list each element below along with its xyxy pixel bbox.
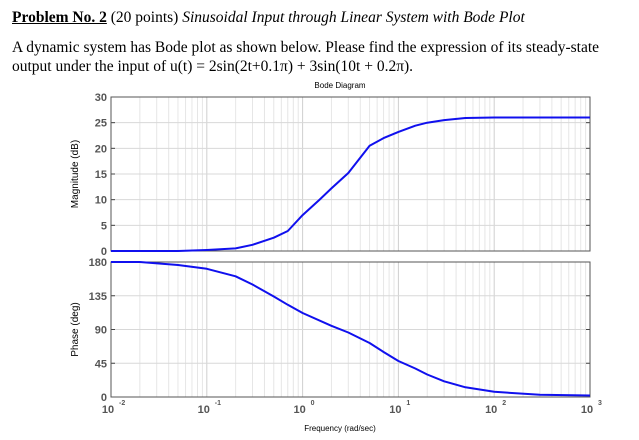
- magnitude-y-tick-label: 5: [101, 220, 107, 232]
- x-axis-label: Frequency (rad/sec): [304, 424, 376, 433]
- problem-number: Problem No. 2: [12, 9, 107, 26]
- x-tick-exponent: 0: [311, 400, 315, 407]
- phase-y-tick-label: 135: [89, 291, 107, 303]
- magnitude-axes-box: [110, 96, 591, 252]
- phase-curve: [111, 261, 591, 397]
- x-tick-label: 10: [293, 404, 305, 416]
- problem-title: Sinusoidal Input through Linear System w…: [182, 9, 525, 26]
- magnitude-y-axis-label: Magnitude (dB): [70, 140, 81, 208]
- phase-y-tick-label: 0: [101, 392, 107, 404]
- chart-title: Bode Diagram: [314, 81, 365, 90]
- phase-y-axis-label: Phase (deg): [70, 302, 81, 356]
- x-tick-exponent: -1: [215, 400, 221, 407]
- statement-line-1: A dynamic system has Bode plot as shown …: [12, 39, 600, 56]
- phase-y-tick-label: 90: [95, 325, 107, 337]
- statement-prefix: output under the input of: [12, 58, 170, 75]
- x-tick-label: 10: [581, 404, 593, 416]
- magnitude-y-tick-label: 25: [95, 118, 107, 130]
- magnitude-y-tick-label: 15: [95, 169, 107, 181]
- phase-axes-box: [110, 261, 591, 398]
- statement-line-2: output under the input of u(t) = 2sin(2t…: [12, 57, 599, 76]
- phase-y-tick-label: 180: [89, 257, 107, 269]
- x-tick-label: 10: [102, 404, 114, 416]
- x-tick-label: 10: [485, 404, 497, 416]
- x-tick-exponent: 2: [502, 400, 506, 407]
- x-tick-exponent: -2: [119, 400, 125, 407]
- magnitude-y-tick-label: 0: [101, 246, 107, 258]
- problem-statement: A dynamic system has Bode plot as shown …: [12, 38, 599, 76]
- input-expression: u(t) = 2sin(2t+0.1π) + 3sin(10t + 0.2π).: [170, 58, 414, 75]
- x-tick-label: 10: [389, 404, 401, 416]
- problem-heading: Problem No. 2 (20 points) Sinusoidal Inp…: [12, 9, 525, 27]
- x-tick-exponent: 1: [406, 400, 410, 407]
- phase-y-tick-label: 45: [95, 358, 107, 370]
- problem-points: (20 points): [110, 9, 179, 26]
- magnitude-curve: [111, 116, 590, 252]
- magnitude-y-tick-label: 30: [95, 92, 107, 104]
- magnitude-y-tick-label: 10: [95, 195, 107, 207]
- magnitude-y-tick-label: 20: [95, 143, 107, 155]
- x-tick-label: 10: [198, 404, 210, 416]
- x-tick-exponent: 3: [598, 400, 602, 407]
